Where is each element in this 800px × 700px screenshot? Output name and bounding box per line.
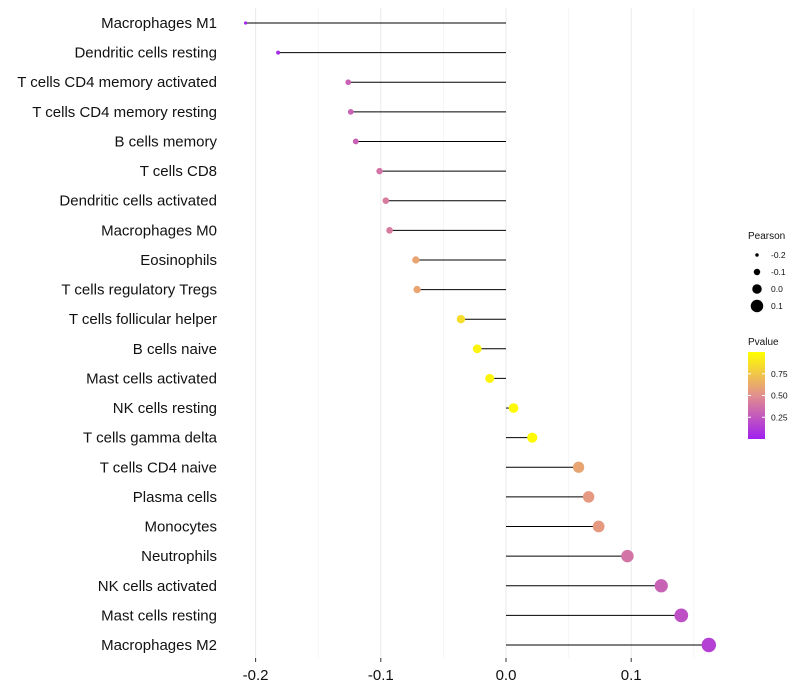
y-tick-label: NK cells activated bbox=[98, 578, 217, 595]
data-point bbox=[621, 549, 634, 563]
data-point bbox=[413, 285, 421, 294]
y-tick-label: T cells CD4 memory activated bbox=[17, 74, 217, 91]
color-legend-label: 0.50 bbox=[771, 391, 788, 401]
color-legend-title: Pvalue bbox=[748, 337, 779, 348]
legend: Pearson -0.2 -0.1 0.0 0.1 Pvalue 0.75 0.50 0.25 bbox=[748, 231, 788, 439]
y-tick-label: Neutrophils bbox=[141, 548, 217, 565]
y-tick-label: Monocytes bbox=[144, 519, 217, 536]
data-point bbox=[456, 314, 466, 324]
point-layer bbox=[243, 21, 717, 653]
data-point bbox=[345, 79, 352, 86]
size-legend-key bbox=[753, 268, 761, 276]
data-point bbox=[654, 579, 668, 593]
data-point bbox=[582, 491, 595, 503]
y-tick-label: Mast cells activated bbox=[86, 370, 217, 387]
data-point bbox=[386, 226, 393, 234]
y-tick-label: NK cells resting bbox=[113, 400, 217, 417]
size-legend-label: -0.1 bbox=[771, 267, 786, 277]
x-tick-label: -0.1 bbox=[368, 667, 394, 684]
x-tick-label: -0.2 bbox=[243, 667, 269, 684]
size-legend-key bbox=[755, 253, 759, 257]
data-point bbox=[527, 432, 538, 443]
y-tick-label: T cells follicular helper bbox=[69, 311, 217, 328]
data-point bbox=[382, 197, 390, 205]
size-legend-key bbox=[750, 299, 764, 313]
y-tick-label: B cells memory bbox=[114, 133, 217, 150]
data-point bbox=[485, 373, 495, 383]
y-tick-label: T cells CD8 bbox=[140, 163, 217, 180]
color-legend-label: 0.75 bbox=[771, 369, 788, 379]
y-tick-label: Mast cells resting bbox=[101, 607, 217, 624]
data-point bbox=[347, 108, 354, 115]
data-point bbox=[508, 403, 519, 413]
data-point bbox=[701, 637, 717, 653]
data-point bbox=[352, 138, 359, 145]
stem-layer bbox=[245, 22, 709, 646]
size-legend-label: 0.0 bbox=[771, 284, 783, 294]
size-legend-title: Pearson bbox=[748, 231, 785, 242]
y-tick-label: Dendritic cells activated bbox=[59, 193, 217, 210]
grid-layer bbox=[255, 8, 695, 658]
y-axis-labels: Macrophages M1 Dendritic cells resting T c… bbox=[17, 15, 217, 654]
data-point bbox=[572, 461, 585, 473]
y-tick-label: B cells naive bbox=[133, 341, 217, 358]
color-legend-label: 0.25 bbox=[771, 412, 788, 422]
y-tick-label: T cells regulatory Tregs bbox=[61, 282, 217, 299]
y-tick-label: Macrophages M2 bbox=[101, 637, 217, 654]
data-point bbox=[592, 520, 605, 533]
y-tick-label: Eosinophils bbox=[140, 252, 217, 269]
data-point bbox=[412, 256, 420, 264]
y-tick-label: Dendritic cells resting bbox=[74, 45, 217, 62]
y-tick-label: Macrophages M0 bbox=[101, 222, 217, 239]
data-point bbox=[376, 167, 383, 175]
color-legend-bar bbox=[748, 352, 765, 439]
y-tick-label: T cells CD4 memory resting bbox=[32, 104, 217, 121]
x-tick-label: 0.1 bbox=[621, 667, 642, 684]
size-legend-label: 0.1 bbox=[771, 301, 783, 311]
y-tick-label: T cells CD4 naive bbox=[100, 459, 217, 476]
y-tick-label: Macrophages M1 bbox=[101, 15, 217, 32]
x-axis-ticks: -0.2 -0.1 0.0 0.1 bbox=[243, 658, 642, 684]
data-point bbox=[472, 344, 482, 354]
data-point bbox=[674, 608, 689, 623]
size-legend-label: -0.2 bbox=[771, 250, 786, 260]
x-tick-label: 0.0 bbox=[496, 667, 517, 684]
data-point bbox=[243, 21, 248, 25]
y-tick-label: Plasma cells bbox=[133, 489, 217, 506]
size-legend-key bbox=[752, 284, 762, 294]
data-point bbox=[276, 50, 281, 55]
y-tick-label: T cells gamma delta bbox=[83, 430, 218, 447]
